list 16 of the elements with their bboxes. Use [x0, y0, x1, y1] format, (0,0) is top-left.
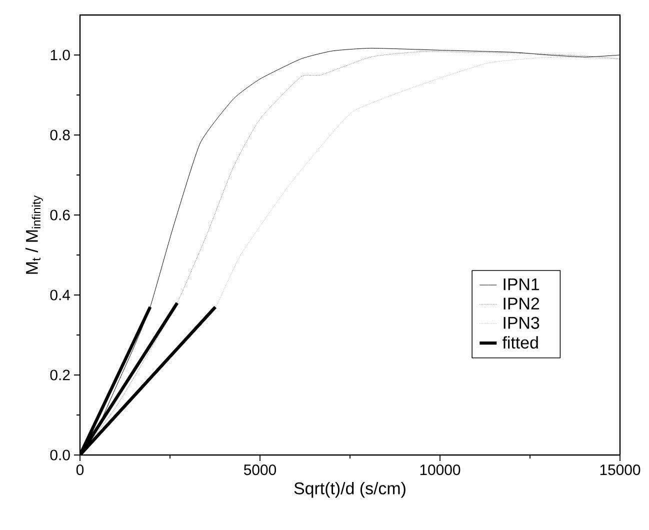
- legend-label: IPN3: [504, 316, 540, 329]
- x-tick-label: 10000: [420, 464, 460, 476]
- y-tick-label: 0.0: [50, 450, 70, 460]
- y-tick-label: 0.2: [50, 370, 70, 380]
- y-tick-label: 1.0: [50, 50, 70, 60]
- x-tick-label: 0: [76, 464, 84, 476]
- legend-label: IPN2: [504, 298, 540, 310]
- legend-label: IPN1: [504, 278, 540, 290]
- legend-label: fitted: [502, 336, 538, 349]
- y-axis-title: M$_{t}$ / M$_{infinity}$: [25, 195, 43, 274]
- y-tick-label: 0.8: [50, 130, 70, 140]
- y-tick-label: 0.4: [50, 290, 70, 300]
- y-tick-label: 0.6: [50, 210, 70, 220]
- x-tick-label: 15000: [600, 464, 640, 476]
- x-axis-title: Sqrt(t)/d (s/cm): [294, 482, 406, 498]
- x-tick-label: 5000: [244, 464, 276, 476]
